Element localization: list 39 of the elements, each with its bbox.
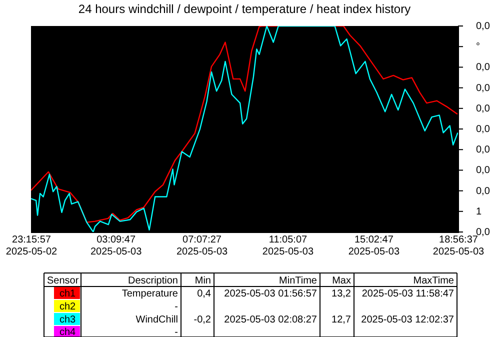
text: Description	[128, 275, 178, 286]
text: MaxTime	[413, 275, 454, 286]
chart-title: 24 hours windchill / dewpoint / temperature / heat index history	[78, 2, 411, 16]
text: ch2	[59, 302, 76, 312]
text: WindChill	[136, 314, 178, 326]
text: 2025-05-03 01:56:57	[224, 288, 318, 300]
x-tick-label: 11:05:07 2025-05-03	[262, 234, 314, 258]
x-tick-label: 15:02:47 2025-05-03	[348, 234, 400, 258]
text: 13,2	[332, 288, 352, 300]
text: -	[174, 302, 178, 312]
text: 0,0	[476, 21, 490, 32]
text: ch1	[59, 288, 76, 300]
text: ch3	[59, 314, 76, 326]
text: Sensor	[47, 275, 80, 286]
text: °	[476, 42, 480, 53]
text: Max	[332, 275, 351, 286]
text: 0,0	[476, 144, 490, 156]
x-tick-label: 07:07:27 2025-05-03	[176, 234, 228, 258]
text: 0,0	[476, 103, 490, 114]
text: -0,2	[194, 314, 212, 326]
text: 0,0	[476, 227, 490, 238]
text: MinTime	[279, 275, 318, 286]
text: 2025-05-03 11:58:47	[362, 288, 454, 300]
text: 0,0	[476, 124, 490, 135]
text: 12,7	[332, 314, 352, 326]
x-tick-label: 23:15:57 2025-05-02	[6, 234, 58, 258]
text: 0,0	[476, 165, 490, 176]
text: 0,4	[197, 288, 212, 300]
text: Temperature	[122, 288, 178, 300]
text: 0,0	[476, 62, 490, 74]
text: -	[174, 326, 178, 337]
text: 2025-05-03 12:02:37	[361, 314, 454, 326]
text: 0,0	[476, 186, 490, 197]
text: 2025-05-03 02:08:27	[224, 314, 318, 326]
text: Min	[194, 275, 211, 286]
text: 1	[476, 206, 482, 218]
text: ch4	[59, 326, 76, 337]
text: 0,0	[476, 82, 490, 94]
x-tick-label: 03:09:47 2025-05-03	[90, 234, 142, 258]
